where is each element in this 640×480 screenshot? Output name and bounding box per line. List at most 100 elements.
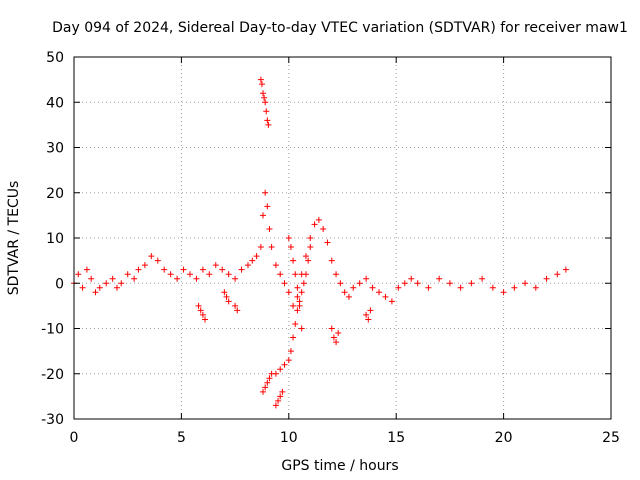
data-point bbox=[333, 271, 340, 278]
data-point bbox=[199, 266, 206, 273]
data-point bbox=[292, 271, 299, 278]
data-point bbox=[401, 280, 408, 287]
data-point bbox=[148, 253, 155, 260]
data-point bbox=[232, 275, 239, 282]
data-point bbox=[212, 262, 219, 269]
data-point bbox=[195, 302, 202, 309]
data-point bbox=[281, 280, 288, 287]
data-point bbox=[292, 320, 299, 327]
data-point bbox=[294, 307, 301, 314]
data-point bbox=[324, 239, 331, 246]
data-point bbox=[113, 284, 120, 291]
data-point bbox=[305, 257, 312, 264]
y-axis-label: SDTVAR / TECUs bbox=[6, 181, 22, 296]
data-point bbox=[88, 275, 95, 282]
data-point bbox=[260, 388, 267, 395]
data-point bbox=[287, 244, 294, 251]
data-point bbox=[262, 189, 269, 196]
data-point bbox=[199, 311, 206, 318]
data-point bbox=[290, 302, 297, 309]
data-point bbox=[457, 284, 464, 291]
data-point bbox=[79, 284, 86, 291]
data-point bbox=[264, 203, 271, 210]
data-point bbox=[260, 90, 267, 97]
data-point bbox=[298, 289, 305, 296]
data-point bbox=[131, 275, 138, 282]
data-point bbox=[75, 271, 82, 278]
data-point bbox=[522, 280, 529, 287]
data-point bbox=[272, 402, 279, 409]
data-point bbox=[285, 357, 292, 364]
data-point bbox=[446, 280, 453, 287]
data-point bbox=[294, 293, 301, 300]
data-point bbox=[109, 275, 116, 282]
data-point bbox=[92, 289, 99, 296]
data-point bbox=[335, 330, 342, 337]
data-point bbox=[337, 280, 344, 287]
data-point bbox=[350, 284, 357, 291]
data-point bbox=[408, 275, 415, 282]
x-tick-label: 20 bbox=[495, 430, 513, 446]
data-point bbox=[257, 76, 264, 83]
y-tick-label: -20 bbox=[41, 367, 64, 383]
data-point bbox=[356, 280, 363, 287]
data-point bbox=[264, 117, 271, 124]
data-point bbox=[414, 280, 421, 287]
data-point bbox=[257, 244, 264, 251]
data-point bbox=[341, 289, 348, 296]
y-tick-label: 20 bbox=[46, 186, 64, 202]
data-point bbox=[262, 99, 269, 106]
data-point bbox=[388, 298, 395, 305]
data-point bbox=[425, 284, 432, 291]
x-tick-label: 15 bbox=[387, 430, 405, 446]
data-point bbox=[186, 271, 193, 278]
data-point bbox=[296, 302, 303, 309]
data-point bbox=[167, 271, 174, 278]
x-tick-label: 10 bbox=[280, 430, 298, 446]
data-point bbox=[554, 271, 561, 278]
data-point bbox=[234, 307, 241, 314]
data-point bbox=[253, 253, 260, 260]
data-point bbox=[363, 275, 370, 282]
y-tick-label: 40 bbox=[46, 95, 64, 111]
data-point bbox=[543, 275, 550, 282]
data-point bbox=[345, 293, 352, 300]
data-point bbox=[161, 266, 168, 273]
data-point bbox=[266, 225, 273, 232]
x-axis-label: GPS time / hours bbox=[281, 458, 398, 474]
data-point bbox=[154, 257, 161, 264]
data-point bbox=[275, 397, 282, 404]
data-point bbox=[365, 316, 372, 323]
data-point bbox=[363, 311, 370, 318]
data-point bbox=[285, 235, 292, 241]
series-4 bbox=[285, 235, 305, 332]
data-point bbox=[272, 262, 279, 269]
data-point bbox=[320, 225, 327, 232]
data-point bbox=[281, 361, 288, 368]
data-point bbox=[265, 121, 272, 128]
data-point bbox=[298, 325, 305, 332]
data-point bbox=[369, 284, 376, 291]
series-3 bbox=[272, 388, 286, 409]
data-point bbox=[307, 244, 314, 251]
data-point bbox=[382, 293, 389, 300]
data-point bbox=[315, 216, 322, 223]
data-point bbox=[262, 384, 269, 391]
data-point bbox=[225, 271, 232, 278]
data-point bbox=[500, 289, 507, 296]
data-point bbox=[279, 388, 286, 395]
data-point bbox=[285, 289, 292, 296]
data-point bbox=[266, 375, 273, 382]
series-5 bbox=[195, 289, 374, 346]
data-point bbox=[268, 244, 275, 251]
data-point bbox=[141, 262, 148, 269]
data-point bbox=[238, 266, 245, 273]
data-point bbox=[511, 284, 518, 291]
data-point bbox=[330, 334, 337, 341]
data-point bbox=[311, 221, 318, 228]
data-point bbox=[83, 266, 90, 273]
data-point bbox=[193, 275, 200, 282]
y-tick-label: -30 bbox=[41, 412, 64, 428]
